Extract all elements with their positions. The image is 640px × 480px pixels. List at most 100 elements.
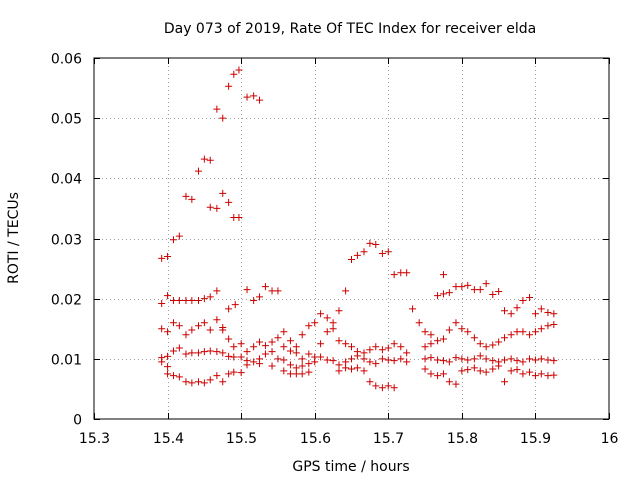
x-tick-labels: 15.3 15.4 15.5 15.6 15.7 15.8 15.9 16 (79, 431, 619, 447)
y-tick-label: 0.02 (51, 293, 82, 309)
data-point (237, 353, 245, 361)
data-point (513, 366, 521, 374)
data-point (439, 271, 447, 279)
data-point (501, 378, 509, 386)
data-point (200, 319, 208, 327)
data-point (164, 363, 172, 371)
data-point (421, 365, 429, 373)
data-point (384, 248, 392, 256)
data-point (550, 357, 558, 365)
data-point (158, 358, 166, 366)
data-point (513, 357, 521, 365)
data-point (213, 287, 221, 295)
data-point (335, 367, 343, 375)
data-point (298, 355, 306, 363)
data-point (360, 349, 368, 357)
data-point (200, 155, 208, 163)
data-point (452, 283, 460, 291)
data-point (182, 192, 190, 200)
data-point (550, 371, 558, 379)
data-point (434, 337, 442, 345)
data-point (188, 195, 196, 203)
data-point (501, 307, 509, 315)
data-point (378, 346, 386, 354)
data-point (476, 340, 484, 348)
data-point (169, 319, 177, 327)
data-point (550, 310, 558, 318)
data-point (261, 342, 269, 350)
data-point (305, 368, 313, 376)
data-point (513, 328, 521, 336)
y-tick-label: 0 (73, 413, 82, 429)
data-point (427, 370, 435, 378)
data-point (329, 319, 337, 327)
data-point (274, 287, 282, 295)
data-point (421, 328, 429, 336)
data-point (439, 290, 447, 298)
axis-ticks (94, 58, 610, 420)
data-point (342, 364, 350, 372)
data-point (415, 319, 423, 327)
data-point (489, 357, 497, 365)
data-point (526, 293, 534, 301)
data-point (250, 343, 258, 351)
data-point (537, 355, 545, 363)
data-point (225, 352, 233, 360)
data-point (378, 355, 386, 363)
data-point (544, 356, 552, 364)
data-point (390, 271, 398, 279)
data-point (335, 337, 343, 345)
data-point (230, 353, 238, 361)
data-point (427, 331, 435, 339)
data-point (434, 292, 442, 300)
data-point (482, 280, 490, 288)
grid-lines (94, 58, 609, 419)
data-point (235, 213, 243, 221)
data-point (225, 305, 233, 313)
data-point (470, 355, 478, 363)
data-point (298, 362, 306, 370)
data-point (286, 361, 294, 369)
data-point (335, 361, 343, 369)
data-point (495, 338, 503, 346)
data-point (250, 296, 258, 304)
data-point (531, 356, 539, 364)
data-point (311, 319, 319, 327)
data-point (250, 92, 258, 100)
data-point (366, 358, 374, 366)
data-point (390, 340, 398, 348)
data-point (298, 370, 306, 378)
data-point (274, 334, 282, 342)
data-point (280, 356, 288, 364)
y-tick-label: 0.04 (51, 172, 82, 188)
data-point (213, 348, 221, 356)
data-point (256, 338, 264, 346)
data-point (390, 384, 398, 392)
data-point (366, 378, 374, 386)
data-point (182, 378, 190, 386)
x-tick-label: 15.6 (300, 431, 331, 447)
x-tick-label: 15.9 (520, 431, 551, 447)
data-point (501, 356, 509, 364)
data-point (531, 328, 539, 336)
data-point (213, 372, 221, 380)
data-point (397, 269, 405, 277)
data-point (452, 319, 460, 327)
data-point (268, 348, 276, 356)
data-point (225, 335, 233, 343)
data-point (317, 310, 325, 318)
data-point (445, 326, 453, 334)
data-point (531, 310, 539, 318)
data-point (323, 314, 331, 322)
data-point (403, 349, 411, 357)
data-point (188, 379, 196, 387)
data-point (194, 378, 202, 386)
data-point (335, 307, 343, 315)
data-point (445, 378, 453, 386)
data-point (225, 198, 233, 206)
data-point (366, 346, 374, 354)
data-point (397, 343, 405, 351)
data-point (342, 340, 350, 348)
data-point (230, 368, 238, 376)
data-point (360, 248, 368, 256)
